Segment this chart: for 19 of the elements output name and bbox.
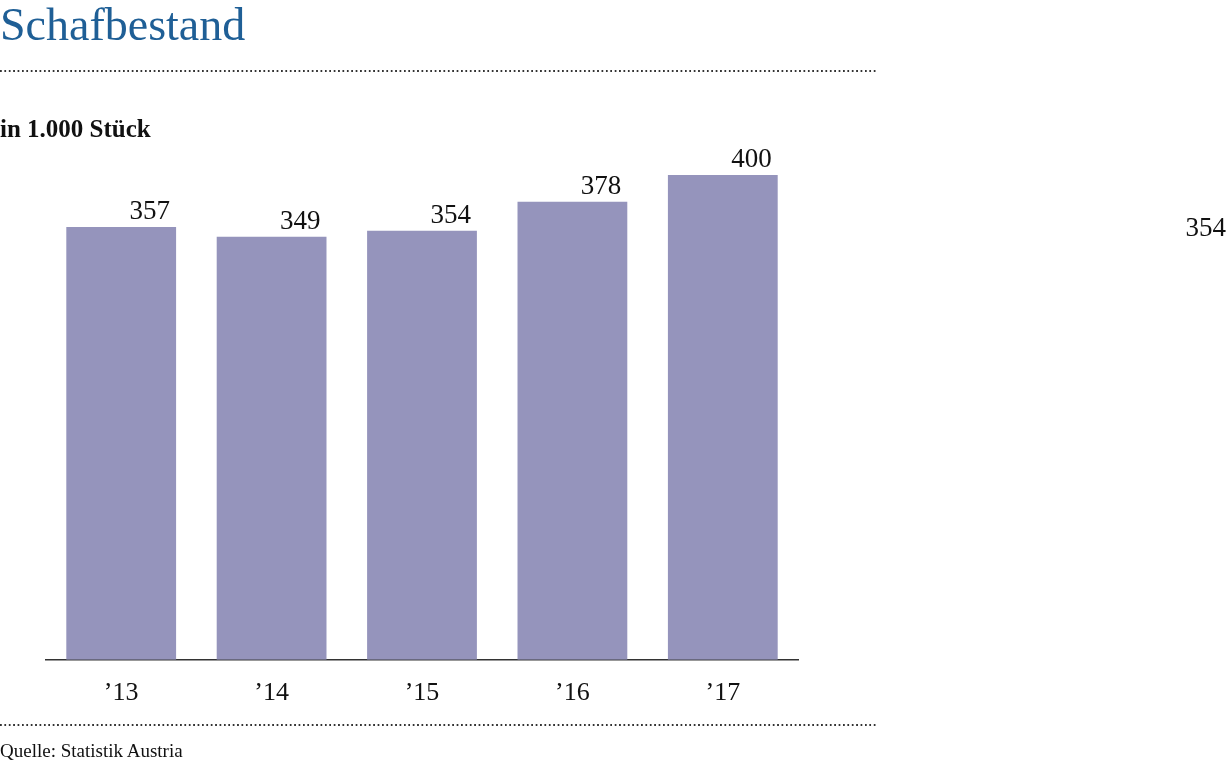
- bar: [667, 175, 778, 660]
- bar: [66, 227, 177, 660]
- x-tick-label: ’16: [555, 677, 590, 707]
- source-note: Quelle: Statistik Austria: [0, 740, 183, 763]
- data-label: 354: [430, 198, 472, 229]
- bar: [216, 236, 327, 660]
- chart-title: Schafbestand: [0, 0, 246, 51]
- bar: [367, 230, 477, 660]
- data-label: 349: [280, 204, 321, 235]
- data-label: 357: [129, 195, 171, 226]
- text: 354: [1185, 211, 1226, 244]
- bar: [517, 201, 628, 660]
- x-tick-label: ’13: [103, 677, 139, 707]
- data-label: 378: [580, 169, 622, 200]
- x-tick-label: ’15: [404, 677, 440, 707]
- x-tick-label: ’17: [705, 677, 741, 707]
- x-tick-label: ’14: [254, 677, 289, 707]
- chart-subtitle: in 1.000 Stück: [0, 114, 151, 144]
- data-label: 400: [731, 143, 772, 173]
